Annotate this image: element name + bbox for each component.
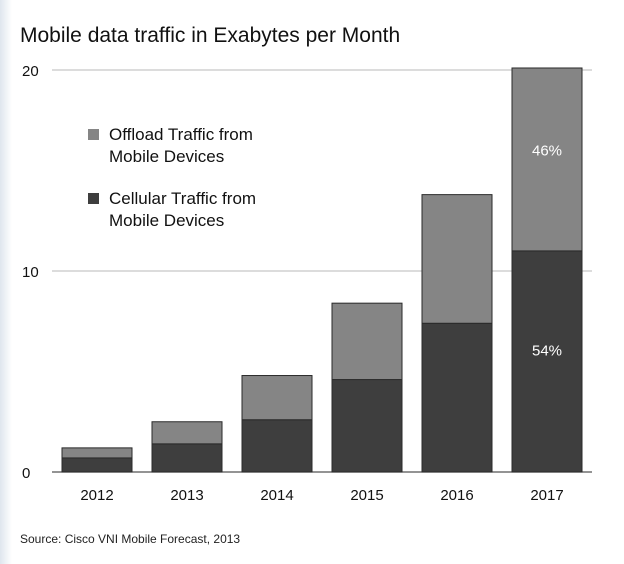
legend-swatch-offload: [88, 129, 99, 140]
bar-cellular-2017: [511, 250, 583, 473]
y-tick-label-0: 0: [22, 465, 30, 482]
bar-cellular-2016: [421, 322, 493, 473]
bar-cellular-2015: [331, 379, 403, 473]
legend-item-offload: Offload Traffic from Mobile Devices: [88, 124, 309, 168]
x-tick-label-2014: 2014: [260, 487, 293, 504]
legend-item-cellular: Cellular Traffic from Mobile Devices: [88, 188, 309, 232]
x-tick-label-2016: 2016: [440, 487, 473, 504]
y-tick-label-10: 10: [22, 264, 39, 281]
x-tick-label-2013: 2013: [170, 487, 203, 504]
source-note: Source: Cisco VNI Mobile Forecast, 2013: [20, 532, 241, 546]
data-label-46pct: 46%: [532, 142, 562, 159]
x-tick-label-2017: 2017: [530, 487, 563, 504]
x-tick-label-2012: 2012: [80, 487, 113, 504]
bar-cellular-2012: [61, 457, 133, 473]
legend-label-offload: Offload Traffic from Mobile Devices: [109, 125, 253, 166]
bar-offload-2015: [331, 302, 403, 381]
chart-title: Mobile data traffic in Exabytes per Mont…: [20, 24, 401, 47]
chart-legend: Offload Traffic from Mobile Devices Cellu…: [88, 124, 309, 252]
bar-offload-2017: [511, 67, 583, 252]
bar-offload-2013: [151, 421, 223, 445]
bar-offload-2014: [241, 375, 313, 421]
legend-label-cellular: Cellular Traffic from Mobile Devices: [109, 189, 257, 230]
data-label-54pct: 54%: [532, 342, 562, 359]
x-tick-label-2015: 2015: [350, 487, 383, 504]
left-edge-shade: [0, 0, 12, 564]
y-tick-label-20: 20: [22, 63, 39, 80]
bar-cellular-2013: [151, 443, 223, 473]
bar-cellular-2014: [241, 419, 313, 473]
bar-offload-2016: [421, 194, 493, 324]
legend-swatch-cellular: [88, 193, 99, 204]
bar-offload-2012: [61, 447, 133, 459]
